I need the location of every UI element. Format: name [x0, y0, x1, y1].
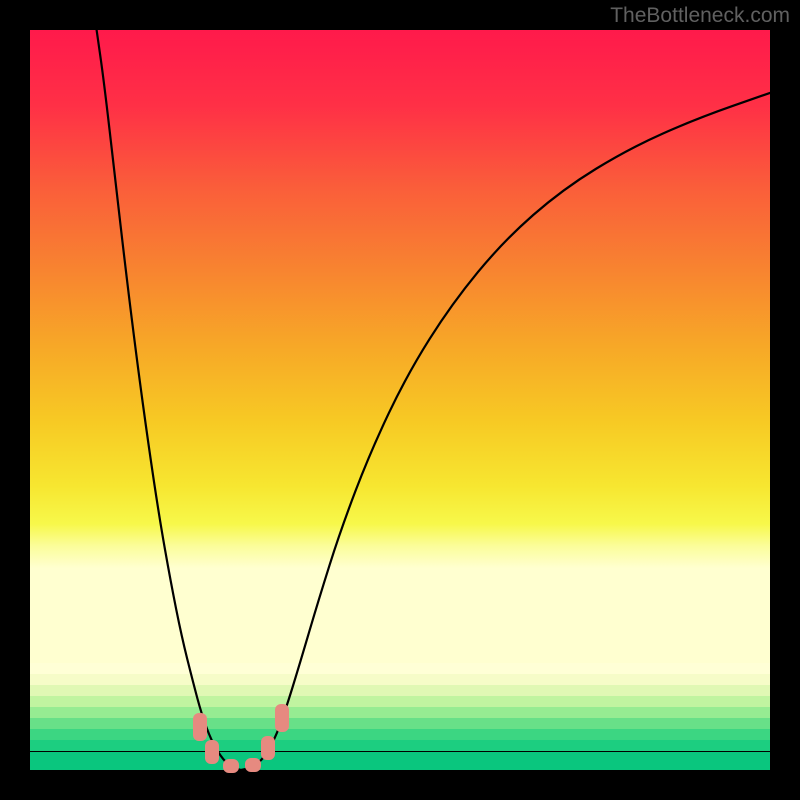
curve-left-branch [97, 30, 241, 770]
data-marker [223, 759, 239, 773]
data-marker [245, 758, 261, 772]
curve-right-branch [241, 93, 770, 770]
plot-area [30, 30, 770, 770]
data-marker [193, 713, 207, 741]
data-marker [261, 736, 275, 760]
curve-layer [30, 30, 770, 770]
watermark-text: TheBottleneck.com [610, 4, 790, 28]
data-marker [205, 740, 219, 764]
data-marker [275, 704, 289, 732]
chart-container: TheBottleneck.com [0, 0, 800, 800]
